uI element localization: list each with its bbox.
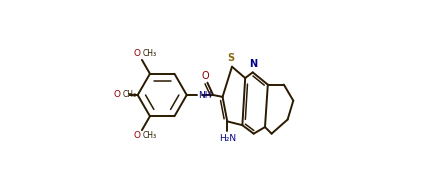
Text: CH₃: CH₃ <box>122 90 136 99</box>
Text: CH₃: CH₃ <box>143 131 156 140</box>
Text: O: O <box>134 49 141 58</box>
Text: O: O <box>202 71 209 81</box>
Text: CH₃: CH₃ <box>143 49 156 58</box>
Text: O: O <box>134 131 141 140</box>
Text: NH: NH <box>198 91 211 100</box>
Text: N: N <box>249 59 257 69</box>
Text: O: O <box>114 90 121 99</box>
Text: S: S <box>228 53 235 63</box>
Text: H₂N: H₂N <box>219 134 236 143</box>
